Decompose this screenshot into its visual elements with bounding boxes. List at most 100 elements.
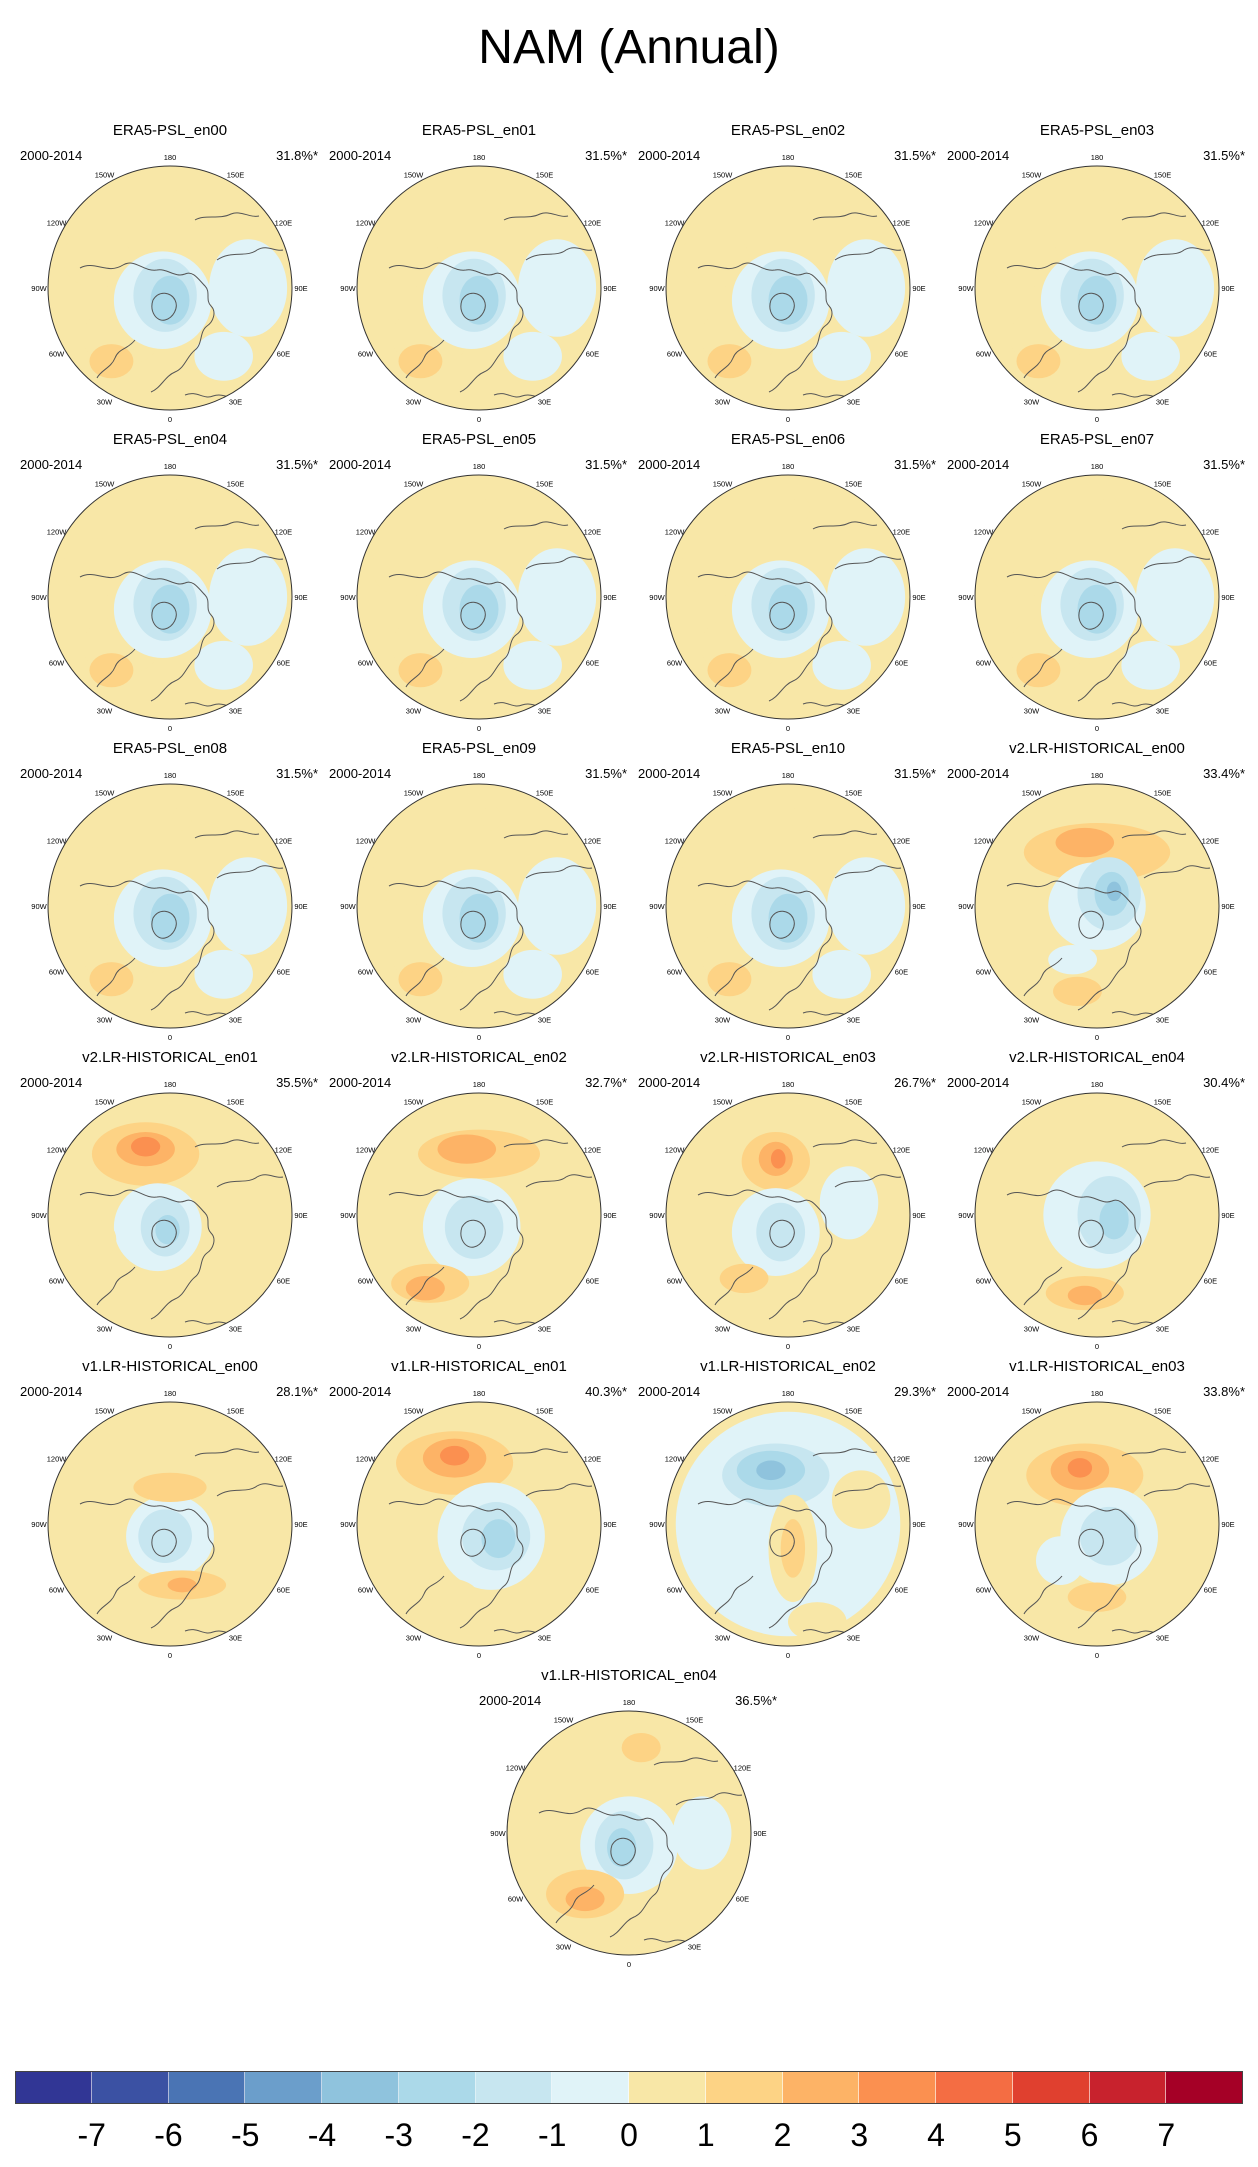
longitude-label: 120W: [356, 1146, 377, 1155]
longitude-label: 90E: [294, 284, 307, 293]
anomaly-region: [812, 640, 871, 690]
map-panel: v2.LR-HISTORICAL_en01 2000-2014 35.5%* 180 1…: [20, 1049, 320, 1351]
panel-title: v1.LR-HISTORICAL_en00: [82, 1358, 258, 1375]
colorbar-cell: [322, 2071, 399, 2104]
longitude-label: 60W: [49, 350, 65, 359]
map-border: [665, 165, 911, 411]
longitude-label: 60W: [358, 350, 374, 359]
longitude-label: 30E: [1156, 1015, 1169, 1024]
anomaly-region: [172, 496, 192, 522]
panel-period: 2000-2014: [20, 148, 83, 163]
anomaly-region: [1077, 584, 1117, 634]
anomaly-region: [827, 239, 906, 337]
anomaly-region: [989, 538, 1058, 597]
polar-map: 180 150E 120E 90E 60E 30E 0 30W 60W 90W 120W 150W: [649, 153, 925, 424]
longitude-label: 90E: [912, 1520, 925, 1529]
longitude-label: 120W: [974, 528, 995, 537]
longitude-label: 120W: [47, 528, 68, 537]
anomaly-region: [1055, 827, 1115, 858]
panel-variance-percent: 31.8%*: [276, 148, 318, 163]
longitude-label: 30E: [229, 706, 242, 715]
longitude-label: 150W: [95, 1098, 116, 1107]
longitude-label: 0: [1095, 415, 1099, 424]
colorbar-tick-label: -1: [538, 2117, 567, 2153]
polar-map: 180 150E 120E 90E 60E 30E 0 30W 60W 90W 120W 150W: [958, 153, 1234, 424]
longitude-label: 150E: [536, 480, 554, 489]
colorbar-cell: [1089, 2071, 1167, 2104]
anomaly-region: [130, 1136, 161, 1157]
anomaly-region: [398, 653, 443, 688]
anomaly-region: [768, 275, 808, 325]
panel-variance-percent: 31.5%*: [1203, 457, 1245, 472]
longitude-label: 150E: [845, 1098, 863, 1107]
anomaly-region: [831, 1470, 891, 1529]
polar-map: 180 150E 120E 90E 60E 30E 0 30W 60W 90W 120W 150W: [31, 1080, 307, 1351]
map-border: [356, 165, 602, 411]
colorbar-tick-label: -4: [307, 2117, 337, 2153]
map-panel: ERA5-PSL_en06 2000-2014 31.5%* 180 150E 120E 9…: [638, 431, 938, 733]
longitude-label: 0: [1095, 724, 1099, 733]
map-border: [356, 474, 602, 720]
longitude-label: 120W: [665, 528, 686, 537]
longitude-label: 90W: [490, 1829, 506, 1838]
longitude-label: 90E: [1221, 284, 1234, 293]
panel-title: v2.LR-HISTORICAL_en00: [1009, 740, 1185, 757]
anomaly-region: [707, 962, 752, 997]
panel-period: 2000-2014: [329, 457, 392, 472]
anomaly-region: [1136, 239, 1215, 337]
longitude-label: 180: [1091, 462, 1104, 471]
longitude-label: 120E: [893, 528, 911, 537]
longitude-label: 60E: [277, 350, 290, 359]
panel-title: ERA5-PSL_en06: [730, 431, 846, 448]
longitude-label: 150E: [1154, 480, 1172, 489]
longitude-label: 150W: [554, 1716, 575, 1725]
polar-map: 180 150E 120E 90E 60E 30E 0 30W 60W 90W 120W 150W: [31, 771, 307, 1042]
colorbar-tick-label: 0: [620, 2117, 638, 2153]
longitude-label: 60E: [736, 1895, 749, 1904]
longitude-label: 0: [168, 415, 172, 424]
longitude-label: 30W: [97, 706, 113, 715]
longitude-label: 120W: [47, 1455, 68, 1464]
longitude-label: 60E: [1204, 659, 1217, 668]
longitude-label: 30W: [97, 397, 113, 406]
polar-map: 180 150E 120E 90E 60E 30E 0 30W 60W 90W 120W 150W: [649, 1080, 925, 1351]
colorbar-tick-label: -3: [384, 2117, 413, 2153]
panel-variance-percent: 31.5%*: [585, 148, 627, 163]
polar-map: 180 150E 120E 90E 60E 30E 0 30W 60W 90W 120W 150W: [958, 1080, 1234, 1351]
panel-period: 2000-2014: [329, 1384, 392, 1399]
panel-variance-percent: 40.3%*: [585, 1384, 627, 1399]
longitude-label: 150E: [1154, 1098, 1172, 1107]
colorbar-cell: [705, 2071, 783, 2104]
longitude-label: 150E: [1154, 1407, 1172, 1416]
longitude-label: 180: [164, 462, 177, 471]
longitude-label: 180: [782, 771, 795, 780]
anomaly-region: [1121, 331, 1180, 381]
longitude-label: 120E: [734, 1764, 752, 1773]
longitude-label: 120W: [974, 837, 995, 846]
longitude-label: 150E: [227, 1098, 245, 1107]
longitude-label: 120E: [275, 1146, 293, 1155]
colorbar-cell: [936, 2071, 1013, 2104]
anomaly-region: [194, 640, 253, 690]
longitude-label: 60W: [49, 968, 65, 977]
anomaly-region: [150, 584, 190, 634]
map-panel: v1.LR-HISTORICAL_en03 2000-2014 33.8%* 180 1…: [947, 1358, 1247, 1660]
anomaly-region: [408, 1577, 477, 1607]
longitude-label: 150E: [536, 789, 554, 798]
map-panel: ERA5-PSL_en03 2000-2014 31.5%* 180 150E 120E 9…: [947, 122, 1247, 424]
longitude-label: 30W: [97, 1015, 113, 1024]
panel-variance-percent: 35.5%*: [276, 1075, 318, 1090]
colorbar-cell: [1012, 2071, 1090, 2104]
map-border: [974, 783, 1220, 1029]
panel-period: 2000-2014: [20, 1384, 83, 1399]
longitude-label: 90W: [340, 1520, 356, 1529]
anomaly-region: [1136, 548, 1215, 646]
longitude-label: 180: [782, 153, 795, 162]
panel-title: v2.LR-HISTORICAL_en01: [82, 1049, 258, 1066]
colorbar-cell: [91, 2071, 169, 2104]
longitude-label: 90E: [1221, 593, 1234, 602]
anomaly-region: [155, 1215, 180, 1245]
longitude-label: 60W: [667, 968, 683, 977]
longitude-label: 90W: [649, 1211, 665, 1220]
anomaly-region: [768, 584, 808, 634]
